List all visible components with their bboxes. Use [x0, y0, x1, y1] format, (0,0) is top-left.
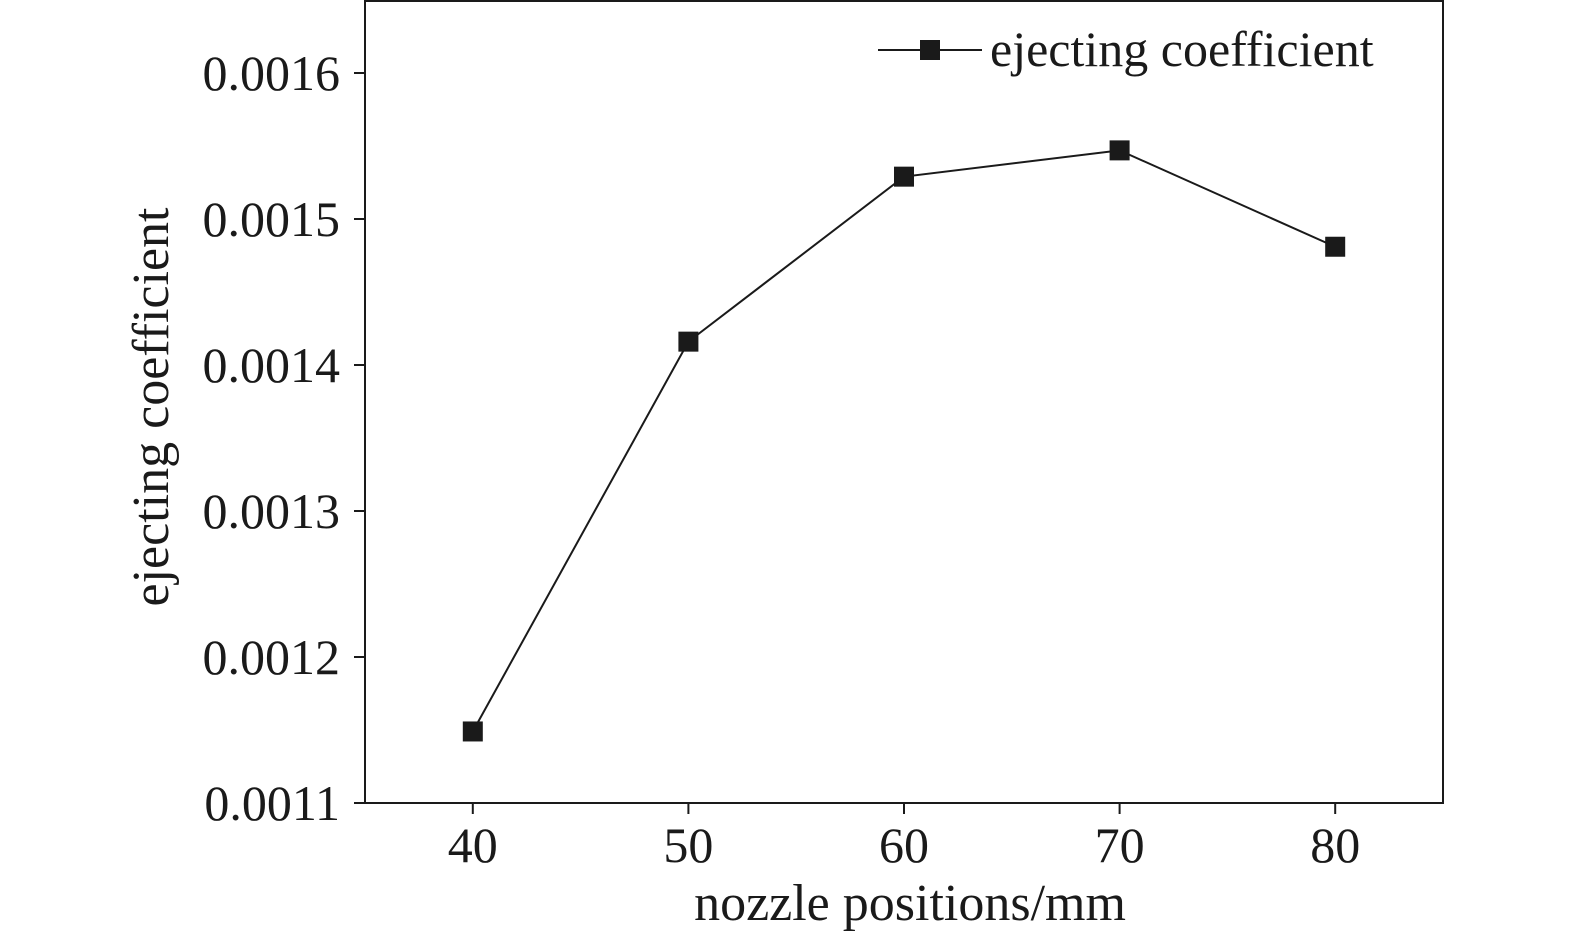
x-tick-label: 40 [448, 817, 498, 873]
data-point [1109, 140, 1130, 161]
y-tick-label: 0.0011 [204, 775, 340, 831]
series-line [471, 149, 1336, 732]
legend-marker [920, 40, 940, 60]
y-tick-label: 0.0015 [203, 191, 341, 247]
x-tick-label: 60 [879, 817, 929, 873]
x-tick-label: 50 [663, 817, 713, 873]
y-tick-label: 0.0013 [203, 483, 341, 539]
plot-frame [364, 0, 1444, 804]
legend-label: ejecting coefficient [990, 21, 1374, 77]
x-tick-label: 80 [1310, 817, 1360, 873]
data-point [462, 721, 483, 742]
y-axis-label: ejecting coefficient [123, 207, 180, 606]
y-tick-label: 0.0014 [203, 337, 341, 393]
y-tick-label: 0.0016 [203, 45, 341, 101]
x-tick-label: 70 [1095, 817, 1145, 873]
data-point [1325, 236, 1346, 257]
x-axis-label: nozzle positions/mm [694, 875, 1126, 932]
data-point [678, 331, 699, 352]
data-point [894, 166, 914, 187]
y-tick-label: 0.0012 [203, 629, 341, 685]
